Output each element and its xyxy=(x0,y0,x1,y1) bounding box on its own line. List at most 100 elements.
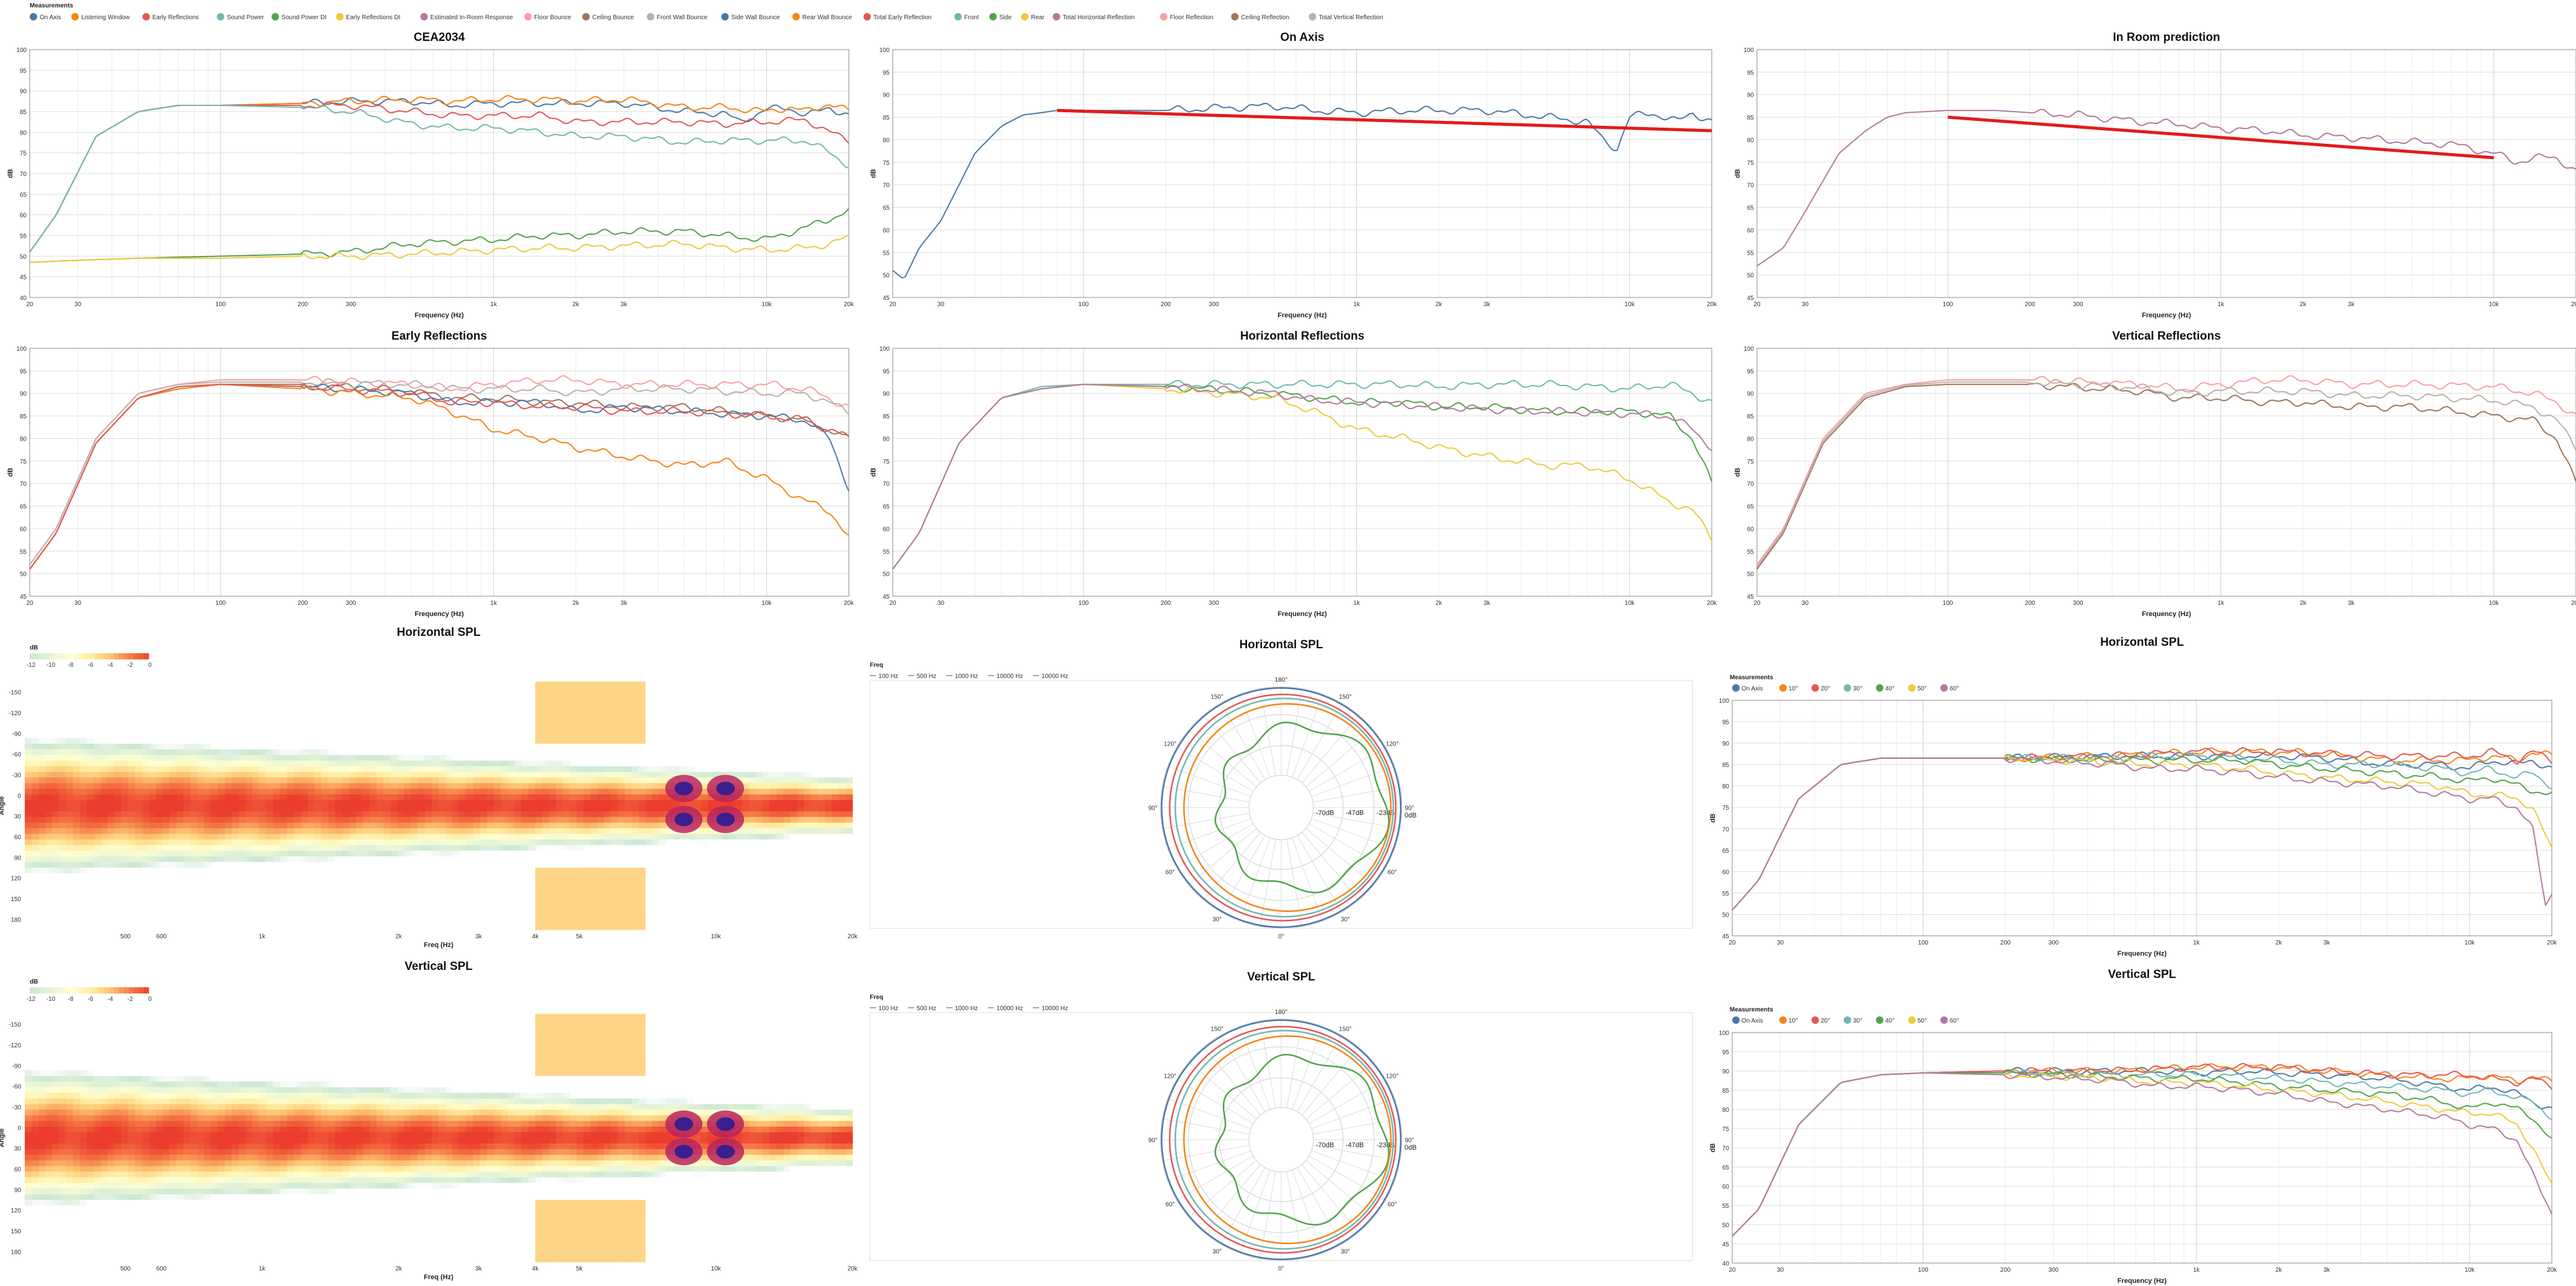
heatmap-cell xyxy=(356,861,364,868)
heatmap-cell xyxy=(80,726,87,733)
heatmap-cell xyxy=(480,817,488,823)
heatmap-cell xyxy=(342,738,349,744)
heatmap-cell xyxy=(776,856,784,863)
heatmap-cell xyxy=(514,884,522,891)
heatmap-cell xyxy=(287,879,294,885)
heatmap-cell xyxy=(714,850,722,857)
heatmap-cell xyxy=(204,839,212,846)
heatmap-cell xyxy=(459,777,467,784)
heatmap-cell xyxy=(411,828,419,835)
heatmap-cell xyxy=(424,834,432,840)
x-tick-label: 2k xyxy=(2300,301,2307,308)
heatmap-cell xyxy=(128,726,136,733)
heatmap-cell xyxy=(245,721,253,728)
heatmap-cell xyxy=(411,726,419,733)
heatmap-cell xyxy=(431,721,439,728)
heatmap-cell xyxy=(404,794,411,801)
legend-label: Rear xyxy=(1031,14,1045,21)
heatmap-cell xyxy=(742,766,750,773)
heatmap-cell xyxy=(721,721,729,728)
heatmap-cell xyxy=(252,811,260,817)
heatmap-cell xyxy=(466,788,474,795)
heatmap-cell xyxy=(845,732,853,739)
heatmap-cell xyxy=(245,744,253,750)
heatmap-cell xyxy=(390,856,398,863)
heatmap-cell xyxy=(211,828,219,835)
heatmap-cell xyxy=(486,687,494,694)
heatmap-cell xyxy=(749,726,756,733)
heatmap-cell xyxy=(845,794,853,801)
heatmap-cell xyxy=(342,799,349,806)
heatmap-cell xyxy=(790,828,798,835)
heatmap-cell xyxy=(376,687,384,694)
heatmap-cell xyxy=(631,732,639,739)
heatmap-cell xyxy=(142,738,149,744)
heatmap-cell xyxy=(411,698,419,705)
heatmap-cell xyxy=(825,755,833,761)
heatmap-cell xyxy=(252,777,260,784)
heatmap-cell xyxy=(59,721,67,728)
heatmap-cell xyxy=(507,682,515,688)
heatmap-cell xyxy=(300,744,308,750)
heatmap-cell xyxy=(211,817,219,823)
heatmap-cell xyxy=(797,682,805,688)
heatmap-cell xyxy=(708,766,715,773)
heatmap-cell xyxy=(818,817,825,823)
heatmap-cell xyxy=(94,682,101,688)
heatmap-cell xyxy=(100,856,108,863)
heatmap-cell xyxy=(94,794,101,801)
heatmap-cell xyxy=(535,868,543,874)
heatmap-cell xyxy=(693,766,701,773)
series-line-early-reflections-di xyxy=(29,234,849,263)
y-tick-label: 85 xyxy=(1747,115,1755,121)
heatmap-cell xyxy=(142,687,149,694)
heatmap-cell xyxy=(176,845,184,852)
heatmap-cell xyxy=(673,738,681,744)
heatmap-cell xyxy=(624,704,633,711)
heatmap-cell xyxy=(94,834,101,840)
heatmap-cell xyxy=(686,732,694,739)
heatmap-cell xyxy=(604,799,611,806)
y-tick-label: 90 xyxy=(1747,92,1755,99)
heatmap-cell xyxy=(646,772,653,778)
heatmap-cell xyxy=(466,799,474,806)
heatmap-cell xyxy=(135,873,142,879)
heatmap-cell xyxy=(804,879,812,885)
heatmap-cell xyxy=(307,744,315,750)
heatmap-cell xyxy=(404,850,411,857)
heatmap-cell xyxy=(701,845,708,852)
x-tick-label: 300 xyxy=(2073,600,2083,607)
heatmap-cell xyxy=(342,755,349,761)
heatmap-cell xyxy=(252,755,260,761)
heatmap-cell xyxy=(583,884,591,891)
heatmap-cell xyxy=(831,693,839,699)
heatmap-cell xyxy=(294,749,301,755)
heatmap-cell xyxy=(369,744,377,750)
heatmap-cell xyxy=(376,788,384,795)
heatmap-cell xyxy=(749,698,756,705)
heatmap-cell xyxy=(501,726,508,733)
heatmap-cell xyxy=(494,744,501,750)
heatmap-cell xyxy=(72,783,81,790)
heatmap-cell xyxy=(25,794,32,801)
heatmap-cell xyxy=(59,682,67,688)
heatmap-cell xyxy=(638,822,646,829)
heatmap-cell xyxy=(804,704,812,711)
heatmap-cell xyxy=(452,856,460,863)
heatmap-cell xyxy=(583,828,591,835)
heatmap-cell xyxy=(252,868,260,874)
heatmap-cell xyxy=(831,755,839,761)
heatmap-cell xyxy=(418,704,426,711)
heatmap-cell xyxy=(45,794,53,801)
heatmap-cell xyxy=(135,766,142,773)
heatmap-cell xyxy=(300,884,308,891)
heatmap-cell xyxy=(652,850,660,857)
heatmap-cell xyxy=(142,726,149,733)
heatmap-cell xyxy=(376,755,384,761)
heatmap-cell xyxy=(376,704,384,711)
heatmap-cell xyxy=(72,834,81,840)
heatmap-cell xyxy=(597,817,605,823)
heatmap-cell xyxy=(556,772,563,778)
x-tick-label: 20k xyxy=(1707,301,1717,308)
